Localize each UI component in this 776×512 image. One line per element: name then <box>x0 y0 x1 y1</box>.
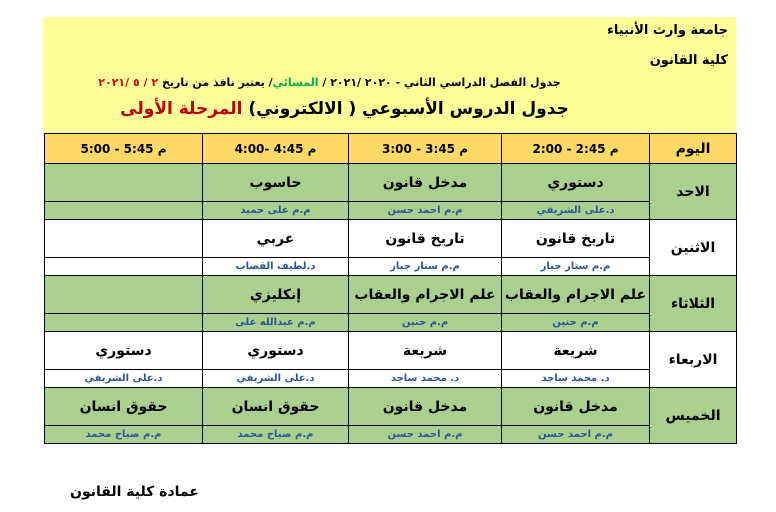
subject-cell: شريعة <box>348 331 502 370</box>
subject-cell: تاريخ قانون <box>501 219 650 258</box>
subject-cell <box>44 275 203 314</box>
subject-row: الاحد دستوري مدخل قانون حاسوب <box>44 163 737 220</box>
teacher-row: د. محمد ساجد د. محمد ساجد د.على الشريفي د.ع… <box>44 369 737 388</box>
subject-cell: إنكليزي <box>202 275 349 314</box>
subject-cell: مدخل قانون <box>348 387 502 426</box>
schedule-table: اليوم م 2:45 - 2:00 م 3:45 - 3:00 م 4:45… <box>44 133 737 444</box>
teacher-cell: م.م ستار جبار <box>501 257 650 276</box>
subtitle-effective: / يعتبر نافذ من تاريخ <box>158 76 273 89</box>
day-cell: الثلاثاء <box>649 275 737 332</box>
subtitle-semester: جدول الفصل الدراسي الثاني - ٢٠٢٠ /٢٠٢١ / <box>318 76 561 89</box>
subject-cell: علم الاجرام والعقاب <box>348 275 502 314</box>
teacher-cell: د.على الشريفي <box>501 201 650 220</box>
subtitle-evening: المسائي <box>272 76 319 89</box>
subject-cell: حقوق انسان <box>202 387 349 426</box>
subject-cell: دستوري <box>501 163 650 202</box>
subject-cell: تاريخ قانون <box>348 219 502 258</box>
page-title: جدول الدروس الأسبوعي ( الالكتروني) المرح… <box>43 99 736 119</box>
teacher-cell: د. محمد ساجد <box>501 369 650 388</box>
header-day: اليوم <box>649 133 737 164</box>
day-cell: الاحد <box>649 163 737 220</box>
title-main: جدول الدروس الأسبوعي ( الالكتروني) <box>242 99 569 119</box>
college-name: كلية القانون <box>649 53 728 68</box>
teacher-cell <box>44 257 203 276</box>
subtitle: جدول الفصل الدراسي الثاني - ٢٠٢٠ /٢٠٢١ /… <box>43 76 736 89</box>
teacher-cell: م.م احمد حسن <box>348 201 502 220</box>
teacher-cell: م.م حنين <box>501 313 650 332</box>
teacher-cell: م.م احمد حسن <box>348 425 502 444</box>
teacher-cell: م.م عبدالله على <box>202 313 349 332</box>
teacher-cell: م.م احمد حسن <box>501 425 650 444</box>
header-slot: م 3:45 - 3:00 <box>348 133 502 164</box>
university-name: جامعة وارث الأنبياء <box>607 23 728 38</box>
subject-row: الاربعاء شريعة شريعة دستوري دستوري <box>44 331 737 388</box>
day-cell: الاثنين <box>649 219 737 276</box>
subject-cell: حاسوب <box>202 163 349 202</box>
subject-cell: عربي <box>202 219 349 258</box>
subject-cell: مدخل قانون <box>501 387 650 426</box>
teacher-row: م.م ستار جبار م.م ستار جبار د.لطيف القصاب <box>44 257 737 276</box>
teacher-row: م.م احمد حسن م.م احمد حسن م.م صباح محمد م.م… <box>44 425 737 444</box>
teacher-row: د.على الشريفي م.م احمد حسن م.م على حميد <box>44 201 737 220</box>
subject-cell <box>44 219 203 258</box>
teacher-cell: م.م صباح محمد <box>44 425 203 444</box>
subject-cell: مدخل قانون <box>348 163 502 202</box>
subject-row: الاثنين تاريخ قانون تاريخ قانون عربي <box>44 219 737 276</box>
teacher-cell: د.لطيف القصاب <box>202 257 349 276</box>
footer-signature: عمادة كلية القانون <box>70 484 199 500</box>
subject-cell <box>44 163 203 202</box>
teacher-cell <box>44 201 203 220</box>
teacher-cell: د.على الشريفي <box>44 369 203 388</box>
document-header: جامعة وارث الأنبياء كلية القانون جدول ال… <box>43 17 736 133</box>
day-cell: الخميس <box>649 387 737 444</box>
header-slot: م 2:45 - 2:00 <box>501 133 650 164</box>
teacher-cell: م.م ستار جبار <box>348 257 502 276</box>
teacher-cell: م.م صباح محمد <box>202 425 349 444</box>
header-slot: م 5:45 - 5:00 <box>44 133 203 164</box>
subject-cell: علم الاجرام والعقاب <box>501 275 650 314</box>
header-slot: م 4:45 -4:00 <box>202 133 349 164</box>
subject-row: الثلاثاء علم الاجرام والعقاب علم الاجرام و… <box>44 275 737 332</box>
teacher-row: م.م حنين م.م حنين م.م عبدالله على <box>44 313 737 332</box>
subject-cell: شريعة <box>501 331 650 370</box>
day-cell: الاربعاء <box>649 331 737 388</box>
subject-cell: دستوري <box>44 331 203 370</box>
teacher-cell <box>44 313 203 332</box>
subject-row: الخميس مدخل قانون مدخل قانون حقوق انسان حقوق… <box>44 387 737 444</box>
title-stage: المرحلة الأولى <box>120 99 243 119</box>
subject-cell: حقوق انسان <box>44 387 203 426</box>
teacher-cell: م.م على حميد <box>202 201 349 220</box>
teacher-cell: د.على الشريفي <box>202 369 349 388</box>
teacher-cell: د. محمد ساجد <box>348 369 502 388</box>
subject-cell: دستوري <box>202 331 349 370</box>
teacher-cell: م.م حنين <box>348 313 502 332</box>
header-row: اليوم م 2:45 - 2:00 م 3:45 - 3:00 م 4:45… <box>44 133 737 164</box>
subtitle-date: ٢ / ٥ /٢٠٢١ <box>98 76 159 89</box>
